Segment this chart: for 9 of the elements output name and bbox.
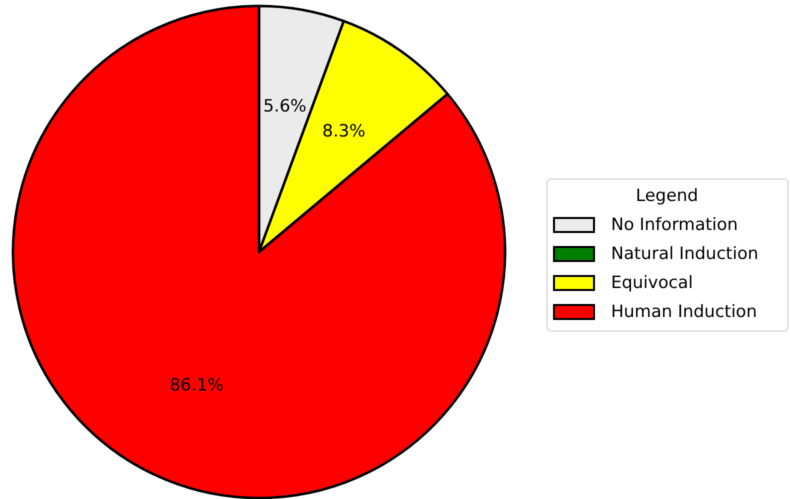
legend-label: Natural Induction: [611, 244, 758, 264]
legend-label: Human Induction: [611, 302, 757, 322]
pie-slice: [12, 4, 506, 499]
data-label: 86.1%: [170, 376, 224, 396]
legend-title: Legend: [636, 186, 698, 206]
data-label: 8.3%: [322, 121, 366, 142]
data-label: 5.6%: [263, 96, 306, 117]
legend-label: No Information: [611, 215, 738, 235]
legend-label: Equivocal: [611, 273, 693, 293]
